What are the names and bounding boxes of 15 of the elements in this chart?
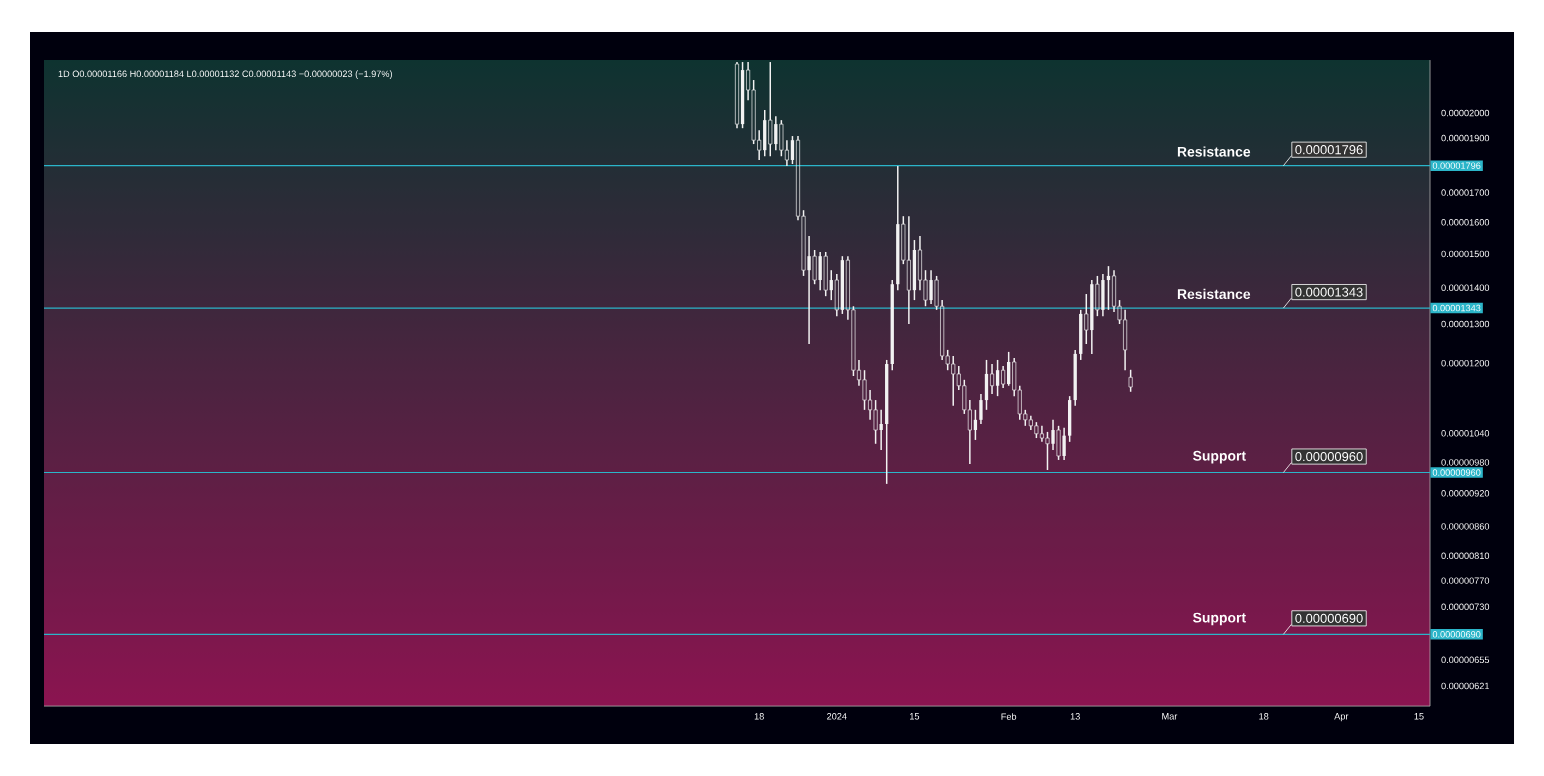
candlestick xyxy=(906,215,911,325)
candlestick xyxy=(1090,279,1094,355)
candlestick xyxy=(951,355,956,407)
candlestick xyxy=(1051,419,1055,451)
candlestick xyxy=(929,269,933,305)
candlestick xyxy=(1039,425,1044,443)
candlestick xyxy=(774,115,778,151)
candlestick xyxy=(763,109,767,157)
candlestick xyxy=(1101,273,1105,317)
candlestick xyxy=(818,251,822,291)
candlestick xyxy=(1007,351,1011,387)
candlestick xyxy=(1028,414,1033,431)
candlestick xyxy=(995,359,1000,397)
candlestick xyxy=(1123,309,1128,371)
candlestick xyxy=(1111,269,1117,313)
